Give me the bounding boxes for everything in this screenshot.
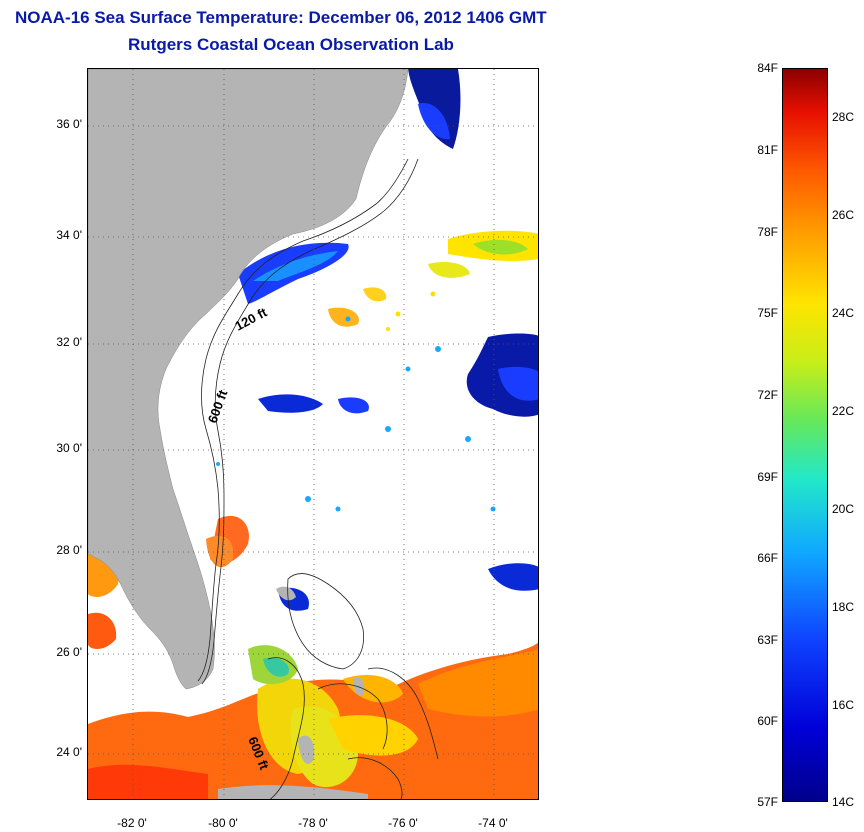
lat-label-34: 34 0' [56, 228, 82, 242]
lat-label-28: 28 0' [56, 543, 82, 557]
lon-label-82: -82 0' [117, 816, 147, 830]
land-andros [298, 735, 315, 764]
sst-map-canvas: 120 ft 600 ft 600 ft [88, 69, 538, 799]
land-cuba [218, 785, 368, 799]
colorbar-c-label: 28C [832, 110, 855, 124]
colorbar-c-label: 18C [832, 600, 855, 614]
colorbar-f-label: 81F [757, 143, 778, 157]
colorbar-f-label: 78F [757, 225, 778, 239]
sst-map: 120 ft 600 ft 600 ft [87, 68, 539, 800]
colorbar-f-label: 60F [757, 714, 778, 728]
map-grid [88, 69, 538, 799]
colorbar-c-label: 16C [832, 698, 855, 712]
colorbar-c-label: 24C [832, 306, 855, 320]
bathymetry-contours [197, 158, 439, 799]
lat-label-26: 26 0' [56, 645, 82, 659]
lon-label-78: -78 0' [298, 816, 328, 830]
colorbar-f-label: 69F [757, 470, 778, 484]
colorbar-c-label: 14C [832, 795, 855, 809]
lat-label-36: 36 0' [56, 117, 82, 131]
temperature-colorbar [782, 68, 828, 802]
land-eleuthera [353, 677, 365, 696]
land-mainland [88, 69, 409, 690]
colorbar-f-label: 66F [757, 551, 778, 565]
lat-label-32: 32 0' [56, 335, 82, 349]
colorbar-c-label: 22C [832, 404, 855, 418]
colorbar-f-label: 75F [757, 306, 778, 320]
lon-label-80: -80 0' [208, 816, 238, 830]
land-bahamas-north [276, 586, 296, 601]
lon-label-74: -74 0' [478, 816, 508, 830]
colorbar-f-label: 63F [757, 633, 778, 647]
map-subtitle: Rutgers Coastal Ocean Observation Lab [128, 35, 454, 54]
lon-label-76: -76 0' [388, 816, 418, 830]
colorbar-f-label: 72F [757, 388, 778, 402]
colorbar-f-label: 84F [757, 61, 778, 75]
colorbar-c-label: 20C [832, 502, 855, 516]
contour-label-600ft-north: 600 ft [205, 387, 231, 425]
contour-label-120ft: 120 ft [232, 304, 270, 334]
lat-label-24: 24 0' [56, 745, 82, 759]
map-title: NOAA-16 Sea Surface Temperature: Decembe… [15, 8, 547, 27]
lat-label-30: 30 0' [56, 441, 82, 455]
colorbar-c-label: 26C [832, 208, 855, 222]
colorbar-f-label: 57F [757, 795, 778, 809]
